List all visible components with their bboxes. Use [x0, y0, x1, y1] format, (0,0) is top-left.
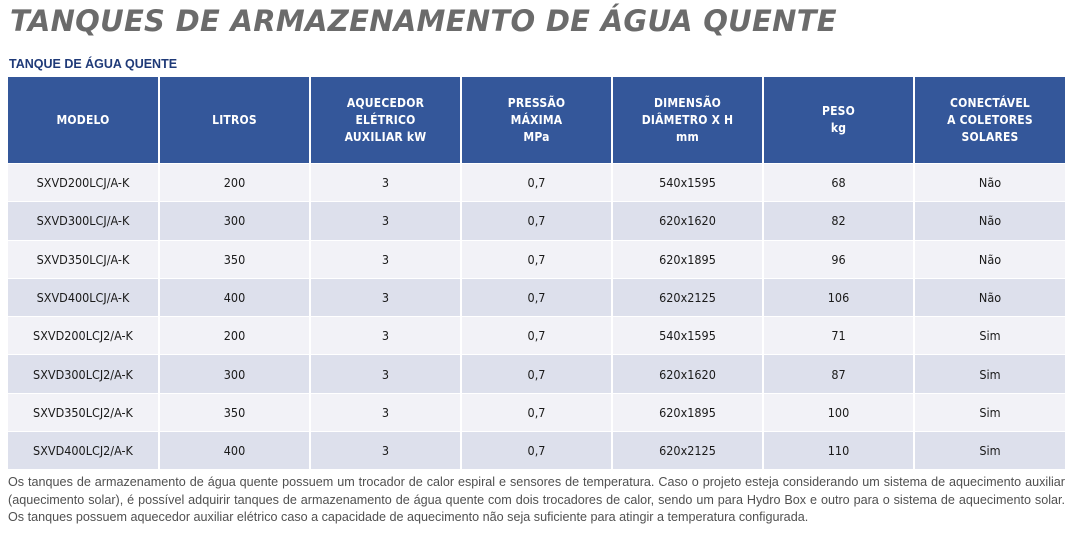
header-line: PRESSÃO [507, 95, 566, 110]
cell-litros: 400 [159, 277, 311, 317]
header-line: LITROS [212, 112, 257, 127]
cell-peso: 96 [763, 239, 915, 279]
page-title: TANQUES DE ARMAZENAMENTO DE ÁGUA QUENTE [10, 4, 837, 38]
cell-aquecedor: 3 [310, 162, 462, 202]
table-row: SXVD200LCJ2/A-K 200 3 0,7 540x1595 71 Sim [8, 316, 1065, 355]
cell-pressao: 0,7 [461, 354, 613, 394]
header-line: MPa [523, 129, 550, 144]
cell-conectavel: Sim [914, 431, 1065, 470]
header-line: DIÂMETRO X H [641, 112, 734, 127]
table-row: SXVD400LCJ/A-K 400 3 0,7 620x2125 106 Não [8, 277, 1065, 317]
cell-peso: 110 [763, 431, 915, 470]
cell-pressao: 0,7 [461, 239, 613, 279]
cell-pressao: 0,7 [461, 431, 613, 470]
cell-litros: 400 [159, 431, 311, 470]
header-line: AUXILIAR kW [344, 129, 427, 144]
header-litros: LITROS [159, 77, 311, 164]
cell-peso: 106 [763, 277, 915, 317]
cell-dimensao: 620x1895 [612, 392, 764, 432]
cell-aquecedor: 3 [310, 392, 462, 432]
table-row: SXVD400LCJ2/A-K 400 3 0,7 620x2125 110 Sim [8, 431, 1065, 470]
cell-peso: 87 [763, 354, 915, 394]
footnote-text: Os tanques de armazenamento de água quen… [8, 475, 1065, 524]
cell-conectavel: Não [914, 239, 1065, 279]
cell-peso: 68 [763, 162, 915, 202]
header-line: MODELO [56, 112, 110, 127]
cell-aquecedor: 3 [310, 239, 462, 279]
header-line: MÁXIMA [510, 112, 563, 127]
cell-aquecedor: 3 [310, 316, 462, 355]
header-dimensao: DIMENSÃO DIÂMETRO X H mm [612, 77, 764, 164]
cell-litros: 200 [159, 162, 311, 202]
cell-pressao: 0,7 [461, 316, 613, 355]
section-title: TANQUE DE ÁGUA QUENTE [9, 57, 178, 71]
header-line: PESO [821, 104, 856, 118]
cell-modelo: SXVD350LCJ2/A-K [8, 392, 160, 432]
header-line: mm [676, 129, 699, 144]
cell-peso: 82 [763, 201, 915, 241]
cell-dimensao: 620x1895 [612, 239, 764, 279]
cell-pressao: 0,7 [461, 201, 613, 241]
cell-aquecedor: 3 [310, 201, 462, 241]
table-row: SXVD350LCJ/A-K 350 3 0,7 620x1895 96 Não [8, 239, 1065, 279]
cell-conectavel: Sim [914, 354, 1065, 394]
cell-dimensao: 620x1620 [612, 201, 764, 241]
cell-conectavel: Sim [914, 316, 1065, 355]
header-line: AQUECEDOR [346, 95, 425, 110]
cell-dimensao: 620x1620 [612, 354, 764, 394]
cell-litros: 350 [159, 392, 311, 432]
header-line: DIMENSÃO [653, 95, 722, 110]
cell-aquecedor: 3 [310, 277, 462, 317]
cell-modelo: SXVD200LCJ/A-K [8, 162, 160, 202]
cell-litros: 300 [159, 354, 311, 394]
header-conectavel: CONECTÁVEL A COLETORES SOLARES [914, 77, 1065, 164]
header-line: kg [830, 121, 847, 135]
cell-conectavel: Sim [914, 392, 1065, 432]
cell-dimensao: 620x2125 [612, 277, 764, 317]
cell-peso: 100 [763, 392, 915, 432]
table-row: SXVD300LCJ/A-K 300 3 0,7 620x1620 82 Não [8, 201, 1065, 241]
cell-modelo: SXVD300LCJ2/A-K [8, 354, 160, 394]
cell-dimensao: 540x1595 [612, 316, 764, 355]
cell-pressao: 0,7 [461, 162, 613, 202]
cell-pressao: 0,7 [461, 392, 613, 432]
cell-modelo: SXVD400LCJ/A-K [8, 277, 160, 317]
cell-modelo: SXVD200LCJ2/A-K [8, 316, 160, 355]
cell-modelo: SXVD350LCJ/A-K [8, 239, 160, 279]
cell-dimensao: 540x1595 [612, 162, 764, 202]
header-aquecedor: AQUECEDOR ELÉTRICO AUXILIAR kW [310, 77, 462, 164]
cell-modelo: SXVD400LCJ2/A-K [8, 431, 160, 470]
cell-conectavel: Não [914, 201, 1065, 241]
header-peso: PESO kg [763, 77, 915, 164]
table-header-row: MODELO LITROS AQUECEDOR ELÉTRICO AUXILIA… [8, 77, 1065, 164]
cell-litros: 200 [159, 316, 311, 355]
cell-aquecedor: 3 [310, 354, 462, 394]
header-pressao: PRESSÃO MÁXIMA MPa [461, 77, 613, 164]
cell-conectavel: Não [914, 162, 1065, 202]
cell-peso: 71 [763, 316, 915, 355]
header-line: SOLARES [961, 129, 1019, 144]
cell-litros: 350 [159, 239, 311, 279]
cell-litros: 300 [159, 201, 311, 241]
header-line: CONECTÁVEL [949, 95, 1031, 110]
table-row: SXVD200LCJ/A-K 200 3 0,7 540x1595 68 Não [8, 162, 1065, 202]
header-modelo: MODELO [8, 77, 160, 164]
header-line: A COLETORES [947, 112, 1033, 127]
cell-dimensao: 620x2125 [612, 431, 764, 470]
cell-modelo: SXVD300LCJ/A-K [8, 201, 160, 241]
header-line: ELÉTRICO [355, 112, 416, 127]
cell-pressao: 0,7 [461, 277, 613, 317]
table-row: SXVD300LCJ2/A-K 300 3 0,7 620x1620 87 Sim [8, 354, 1065, 394]
table-body: SXVD200LCJ/A-K 200 3 0,7 540x1595 68 Não SXVD30… [8, 162, 1065, 470]
cell-aquecedor: 3 [310, 431, 462, 470]
cell-conectavel: Não [914, 277, 1065, 317]
specs-table: MODELO LITROS AQUECEDOR ELÉTRICO AUXILIA… [8, 77, 1065, 470]
table-row: SXVD350LCJ2/A-K 350 3 0,7 620x1895 100 Sim [8, 392, 1065, 432]
